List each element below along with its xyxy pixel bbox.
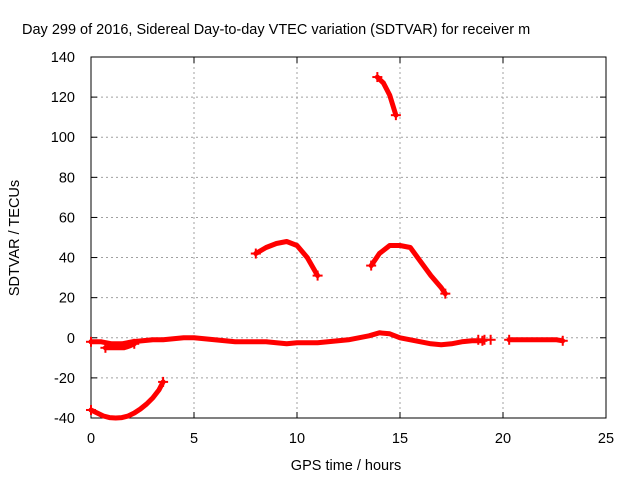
plus-marker — [100, 342, 111, 353]
series-segment — [368, 243, 448, 297]
chart-title: Day 299 of 2016, Sidereal Day-to-day VTE… — [22, 22, 530, 38]
y-tick-label: 100 — [51, 130, 75, 146]
y-tick-label: 120 — [51, 90, 75, 106]
series-segment — [374, 74, 399, 118]
plus-marker — [504, 334, 515, 345]
plus-marker — [129, 338, 140, 349]
y-tick-label: -40 — [54, 411, 75, 427]
y-tick-label: -20 — [54, 371, 75, 387]
series-layer — [86, 72, 568, 421]
x-tick-label: 5 — [190, 431, 198, 447]
plus-marker — [440, 288, 451, 299]
plus-marker — [86, 404, 96, 415]
y-axis-label: SDTVAR / TECUs — [7, 180, 23, 296]
plus-marker — [390, 110, 401, 121]
plus-marker — [366, 260, 377, 271]
x-tick-label: 0 — [87, 431, 95, 447]
x-tick-label: 25 — [598, 431, 614, 447]
y-tick-label: 140 — [51, 50, 75, 66]
tick-layer: 0 5 10 15 20 25 -40 -20 0 20 40 60 80 100 120 140 — [51, 50, 614, 447]
plus-marker — [485, 334, 496, 345]
x-tick-label: 15 — [392, 431, 408, 447]
y-tick-label: 80 — [59, 170, 75, 186]
y-tick-label: 60 — [59, 210, 75, 226]
grid-layer — [91, 57, 606, 418]
y-tick-label: 20 — [59, 291, 75, 307]
plus-marker — [312, 270, 323, 281]
x-axis-label: GPS time / hours — [291, 458, 401, 474]
plus-marker — [557, 335, 568, 346]
plus-marker — [86, 336, 96, 347]
plot-frame — [90, 56, 607, 419]
plus-marker — [158, 376, 169, 387]
series-segment — [253, 239, 321, 279]
plus-marker — [372, 72, 383, 83]
series-segment — [506, 337, 566, 344]
y-tick-label: 0 — [67, 331, 75, 347]
series-segment — [88, 330, 485, 348]
series-segment — [102, 341, 137, 351]
plus-marker — [250, 248, 261, 259]
x-tick-label: 20 — [495, 431, 511, 447]
y-tick-label: 40 — [59, 251, 75, 267]
x-tick-label: 10 — [289, 431, 305, 447]
series-segment — [88, 379, 166, 421]
